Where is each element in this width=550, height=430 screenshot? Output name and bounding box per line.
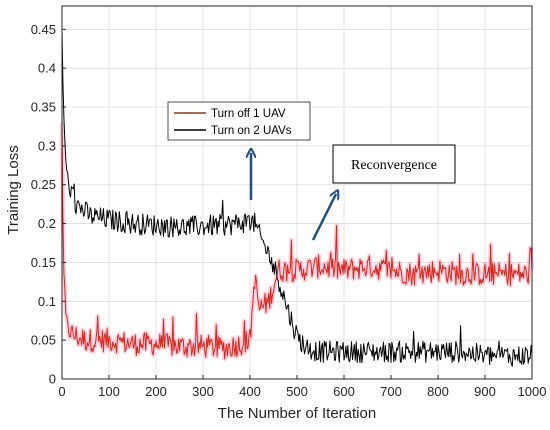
x-tick-label: 100 [98,384,120,399]
y-axis-label: Training Loss [5,145,22,235]
y-tick-label: 0.25 [31,177,56,192]
x-tick-label: 700 [380,384,402,399]
series-turn-on-2-uavs [61,29,533,367]
diagonal-arrow [311,194,336,241]
y-tick-label: 0.45 [31,22,56,37]
x-tick-label: 1000 [518,384,547,399]
x-axis-label: The Number of Iteration [218,405,376,422]
y-tick-label: 0 [49,372,56,387]
x-tick-label: 0 [58,384,65,399]
y-tick-label: 0.15 [31,255,56,270]
legend-label-turn-off: Turn off 1 UAV [211,108,286,120]
x-tick-label: 800 [427,384,449,399]
x-tick-label: 600 [333,384,355,399]
x-tick-label: 200 [145,384,167,399]
y-tick-label: 0.2 [38,216,56,231]
series-layer [59,29,535,367]
tick-layer: 0 100 200 300 400 500 600 700 800 900 1000 0 0.05 0.1… [31,22,547,399]
annotation-text: Reconvergence [351,158,437,173]
x-tick-label: 500 [286,384,308,399]
legend-box [167,101,311,141]
x-tick-label: 400 [239,384,261,399]
annotation: Reconvergence [332,144,456,184]
x-tick-label: 300 [192,384,214,399]
y-tick-label: 0.1 [38,294,56,309]
y-tick-label: 0.3 [38,138,56,153]
series-turn-off-core [61,122,533,359]
y-tick-label: 0.35 [31,100,56,115]
y-tick-label: 0.05 [31,333,56,348]
legend: Turn off 1 UAV Turn on 2 UAVs [167,101,311,141]
legend-label-turn-on: Turn on 2 UAVs [211,125,292,137]
x-tick-label: 900 [474,384,496,399]
y-tick-label: 0.4 [38,61,56,76]
annotation-box [332,144,456,184]
